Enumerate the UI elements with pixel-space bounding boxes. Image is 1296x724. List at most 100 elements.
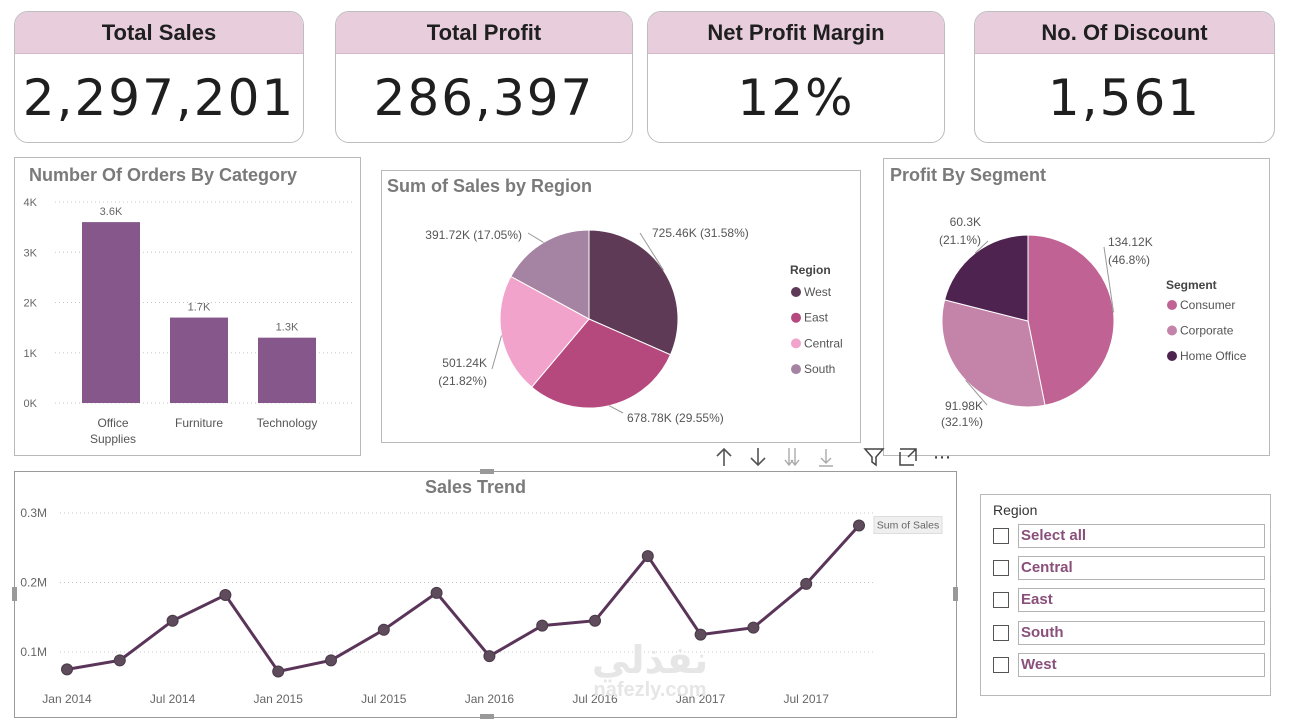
slicer-item-central[interactable]: Central	[993, 556, 1265, 580]
data-point[interactable]	[166, 614, 179, 627]
legend-marker	[1167, 351, 1177, 361]
x-tick-label: Jul 2014	[150, 692, 196, 706]
legend-title: Region	[790, 263, 831, 277]
legend-item[interactable]: Corporate	[1180, 324, 1234, 338]
leader-line	[965, 379, 988, 406]
data-point[interactable]	[272, 665, 285, 678]
kpi-title: Net Profit Margin	[648, 12, 944, 54]
legend-item[interactable]: East	[804, 311, 829, 325]
slicer-item-west[interactable]: West	[993, 653, 1265, 677]
kpi-value: 12%	[737, 69, 855, 127]
legend-marker	[1167, 300, 1177, 310]
data-point[interactable]	[589, 614, 601, 627]
filter-icon[interactable]	[862, 445, 886, 469]
pie-slice[interactable]	[944, 234, 1029, 322]
data-point[interactable]	[694, 628, 707, 641]
data-point[interactable]	[325, 654, 337, 667]
data-point[interactable]	[219, 589, 232, 602]
x-tick-label: Jan 2017	[676, 692, 726, 706]
bar[interactable]	[170, 317, 228, 403]
x-tick-label: Jul 2017	[784, 692, 830, 706]
profit-by-segment-visual[interactable]: Profit By Segment 134.12K (46.8%) 91.98K (3…	[883, 158, 1270, 456]
x-tick-label: Jan 2015	[254, 692, 304, 706]
pie-slice[interactable]	[941, 299, 1046, 408]
data-point[interactable]	[483, 650, 496, 663]
legend-item[interactable]: Central	[804, 336, 843, 350]
resize-handle-right[interactable]	[953, 587, 958, 601]
x-tick-label: Jan 2016	[465, 692, 515, 706]
focus-mode-icon[interactable]	[896, 445, 920, 469]
sales-trend-visual[interactable]: Sales Trend 0.1M 0.2M 0.3M Jan 2014 Jul 2014…	[12, 469, 958, 719]
visual-title: Profit By Segment	[890, 165, 1047, 185]
sales-by-region-visual[interactable]: Sum of Sales by Region 725.46K (31.58%) 6…	[381, 170, 861, 443]
data-point[interactable]	[747, 621, 760, 634]
slicer-item-south[interactable]: South	[993, 621, 1265, 645]
slice-data-label: (21.82%)	[438, 374, 487, 388]
kpi-card-net-profit-margin: Net Profit Margin 12%	[647, 11, 945, 143]
slicer-item-select-all[interactable]: Select all	[993, 524, 1265, 548]
slice-data-label: 391.72K (17.05%)	[425, 228, 522, 242]
slice-data-label: 678.78K (29.55%)	[627, 411, 724, 425]
arrow-up-icon[interactable]	[712, 445, 736, 469]
data-point[interactable]	[536, 619, 549, 632]
legend-item[interactable]: Home Office	[1180, 349, 1247, 363]
kpi-card-total-sales: Total Sales 2,297,201	[14, 11, 304, 143]
data-point[interactable]	[61, 663, 73, 676]
data-point[interactable]	[853, 519, 865, 532]
x-tick-label: Jul 2016	[572, 692, 618, 706]
y-tick-label: 2K	[24, 298, 38, 310]
double-arrow-down-icon[interactable]	[780, 445, 804, 469]
sales-region-pie-chart: 725.46K (31.58%) 678.78K (29.55%) 501.24K (…	[425, 226, 843, 425]
legend-marker	[1167, 325, 1177, 336]
series-tooltip-box	[873, 516, 943, 535]
expand-down-icon[interactable]	[814, 445, 838, 469]
resize-handle-top[interactable]	[480, 469, 494, 474]
checkbox[interactable]	[993, 625, 1009, 641]
x-category-label: Furniture	[175, 416, 223, 430]
checkbox[interactable]	[993, 592, 1009, 608]
bar[interactable]	[82, 222, 140, 403]
pie-slice[interactable]	[510, 229, 590, 320]
more-options-icon[interactable]: ⋯	[930, 445, 954, 469]
orders-by-category-visual[interactable]: Number Of Orders By Category 0K 1K 2K 3K 4K 3…	[14, 157, 361, 456]
legend-item[interactable]: South	[804, 362, 835, 376]
kpi-title: Total Sales	[15, 12, 303, 54]
pie-slice[interactable]	[588, 229, 679, 356]
checkbox[interactable]	[993, 528, 1009, 544]
resize-handle-bottom[interactable]	[480, 714, 494, 719]
arrow-down-icon[interactable]	[746, 445, 770, 469]
data-point[interactable]	[377, 623, 390, 636]
legend-marker	[791, 287, 801, 297]
legend-item[interactable]: West	[804, 285, 832, 299]
data-point[interactable]	[430, 586, 443, 599]
resize-handle-left[interactable]	[12, 587, 17, 601]
pie-slice[interactable]	[531, 318, 672, 409]
legend-item[interactable]: Consumer	[1180, 298, 1235, 312]
leader-line	[1103, 246, 1115, 313]
slicer-title: Region	[993, 502, 1038, 518]
leader-line	[974, 240, 989, 254]
leader-line	[639, 232, 664, 271]
data-point[interactable]	[641, 550, 654, 563]
slicer-item-east[interactable]: East	[993, 588, 1265, 612]
data-point[interactable]	[800, 577, 813, 590]
checkbox[interactable]	[993, 560, 1009, 576]
y-tick-label: 4K	[24, 197, 38, 209]
slice-data-label: 91.98K	[945, 399, 983, 413]
pie-slice[interactable]	[499, 275, 590, 388]
visual-title: Sum of Sales by Region	[387, 176, 593, 196]
checkbox[interactable]	[993, 657, 1009, 673]
kpi-value: 286,397	[373, 69, 595, 127]
bar[interactable]	[258, 337, 316, 403]
x-category-label: Office	[97, 416, 128, 430]
sales-trend-line-chart: 0.1M 0.2M 0.3M Jan 2014 Jul 2014 Jan 2015 Jul …	[20, 506, 943, 706]
data-point[interactable]	[113, 654, 126, 667]
bar-data-label: 1.7K	[188, 302, 211, 314]
x-category-label: Technology	[257, 416, 318, 430]
x-tick-label: Jan 2014	[42, 692, 92, 706]
y-tick-label: 1K	[24, 348, 38, 360]
visual-title: Number Of Orders By Category	[29, 165, 298, 185]
y-tick-label: 3K	[24, 247, 38, 259]
pie-slice[interactable]	[1027, 234, 1115, 406]
slice-data-label: 501.24K	[442, 356, 487, 370]
